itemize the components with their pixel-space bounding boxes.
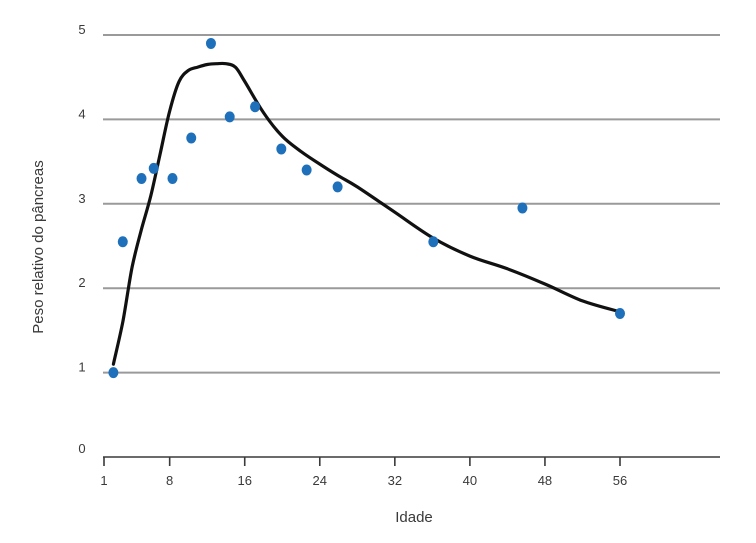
trend-curve — [111, 61, 622, 366]
data-point — [224, 111, 235, 123]
x-axis-label: Idade — [395, 509, 433, 526]
x-tick-labels: 1 8 16 24 32 40 48 56 — [100, 457, 627, 488]
data-point — [186, 132, 197, 144]
x-tick-label: 24 — [313, 473, 327, 488]
x-tick-label: 32 — [388, 473, 402, 488]
data-point — [205, 37, 216, 49]
data-point — [615, 308, 625, 320]
data-point — [301, 164, 312, 176]
y-tick-label: 3 — [78, 191, 85, 206]
data-points — [108, 37, 625, 379]
x-tick-label: 16 — [237, 473, 251, 488]
data-point — [517, 202, 528, 214]
data-point — [250, 101, 261, 113]
data-point — [117, 236, 128, 248]
gridlines — [103, 34, 720, 374]
data-point — [332, 181, 343, 193]
x-tick-label: 1 — [100, 473, 107, 488]
y-tick-label: 1 — [78, 360, 85, 375]
data-point — [276, 143, 287, 155]
y-axis-label: Peso relativo do pâncreas — [30, 160, 47, 333]
x-tick-label: 48 — [538, 473, 552, 488]
x-tick-label: 56 — [613, 473, 627, 488]
data-point — [148, 162, 159, 174]
y-tick-labels: 0 1 2 3 4 5 — [78, 22, 85, 456]
data-point — [167, 172, 178, 184]
data-point — [136, 172, 147, 184]
data-point — [108, 367, 119, 379]
y-tick-label: 2 — [78, 275, 85, 290]
y-tick-label: 4 — [78, 106, 85, 121]
data-point — [428, 236, 439, 248]
x-tick-label: 40 — [463, 473, 477, 488]
y-tick-label: 0 — [78, 441, 85, 456]
y-tick-label: 5 — [78, 22, 85, 37]
x-tick-label: 8 — [166, 473, 173, 488]
